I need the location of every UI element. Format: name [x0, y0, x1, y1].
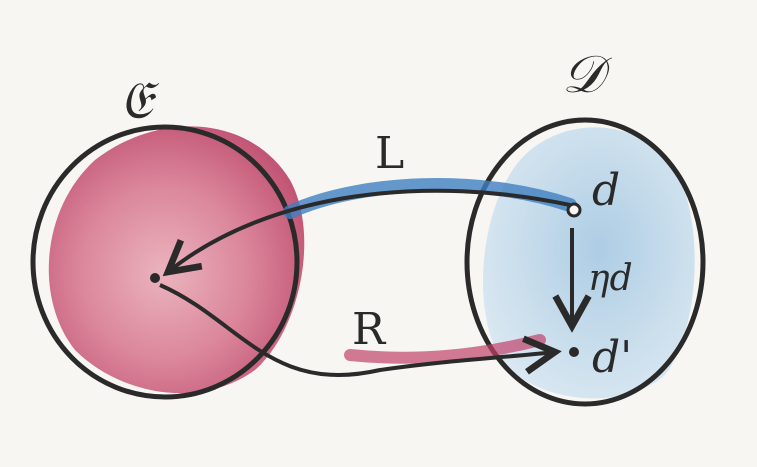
left-category-outline: [30, 124, 300, 400]
right-category-label: 𝒟: [562, 45, 612, 105]
functor-R-line: [159, 283, 555, 377]
unit-arrow-label: ηd: [588, 258, 633, 299]
object-d-label: d: [592, 165, 620, 216]
object-d-prime-label: d': [592, 332, 632, 383]
left-category: [30, 124, 305, 400]
right-category: [464, 117, 706, 407]
left-category-label: 𝔈: [120, 71, 160, 131]
functor-L-label: L: [375, 128, 404, 179]
functor-L-line: [168, 188, 571, 272]
object-d-prime-point: [569, 347, 579, 357]
functor-R-wash: [344, 334, 546, 364]
functor-R-label: R: [352, 304, 387, 355]
left-object-point: [150, 273, 160, 283]
functor-R-arrow: [159, 283, 555, 377]
functor-L-arrow: [168, 178, 577, 272]
object-d-point: [566, 202, 582, 218]
right-category-outline: [464, 117, 706, 407]
